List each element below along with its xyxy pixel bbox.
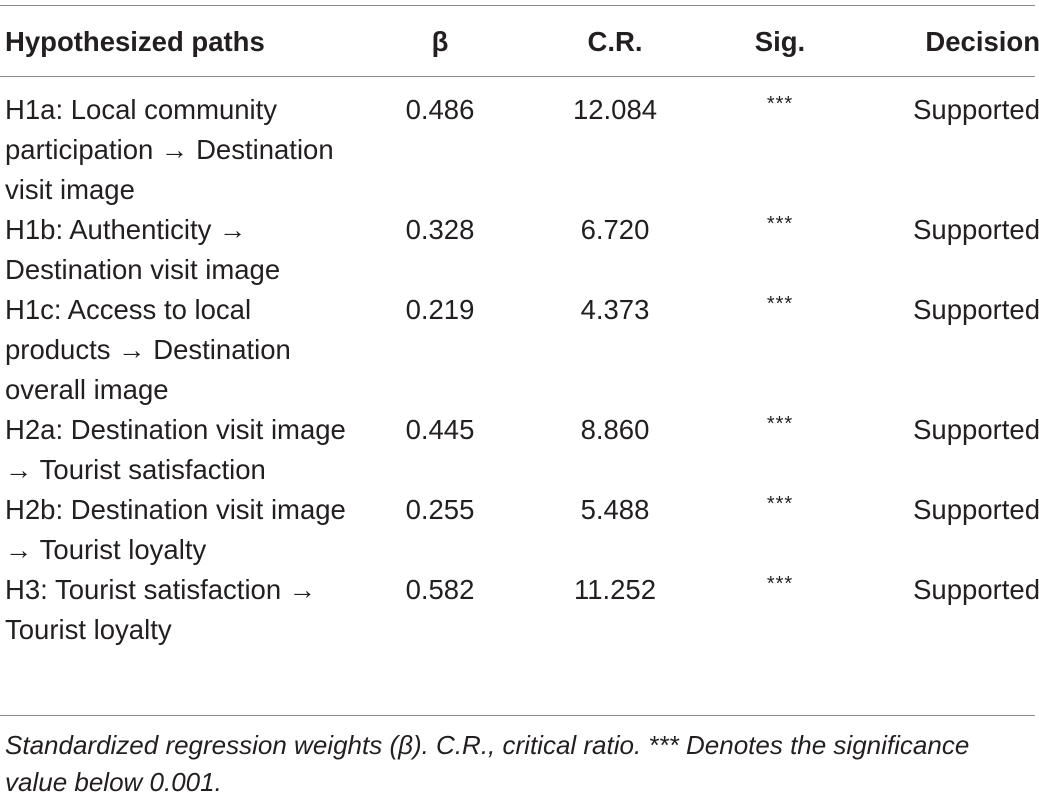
table-bottom-rule bbox=[0, 715, 1035, 716]
cr-cell: 11.252 bbox=[573, 574, 657, 605]
sig-value: *** bbox=[766, 493, 794, 515]
table-row: H3: Tourist satisfaction → Tourist loyal… bbox=[0, 570, 1039, 650]
table-header-rule bbox=[0, 76, 1035, 77]
table-row: H1c: Access to local products → Destinat… bbox=[0, 290, 1039, 410]
sig-cell: *** bbox=[700, 570, 860, 650]
sig-value: *** bbox=[766, 213, 794, 235]
table-row: H2a: Destination visit image → Tourist s… bbox=[0, 410, 1039, 490]
sig-cell: *** bbox=[700, 490, 860, 570]
sig-cell: *** bbox=[700, 76, 860, 210]
header-row: Hypothesized paths β C.R. Sig. Decision bbox=[0, 7, 1039, 76]
sig-value: *** bbox=[766, 413, 794, 435]
header-decision: Decision bbox=[925, 25, 1039, 57]
table-row: H1b: Authenticity → Destination visit im… bbox=[0, 210, 1039, 290]
table-top-rule bbox=[0, 5, 1035, 6]
beta-cell: 0.328 bbox=[405, 214, 475, 245]
path-cell: H1b: Authenticity → Destination visit im… bbox=[5, 214, 281, 285]
beta-cell: 0.219 bbox=[405, 294, 475, 325]
beta-cell: 0.445 bbox=[405, 414, 475, 445]
path-cell: H2a: Destination visit image → Tourist s… bbox=[5, 414, 346, 485]
cr-cell: 6.720 bbox=[580, 214, 650, 245]
decision-cell: Supported bbox=[913, 214, 1039, 245]
path-cell: H3: Tourist satisfaction → Tourist loyal… bbox=[5, 574, 317, 645]
cr-cell: 4.373 bbox=[580, 294, 650, 325]
sig-cell: *** bbox=[700, 290, 860, 410]
header-beta: β bbox=[431, 25, 449, 57]
sig-cell: *** bbox=[700, 410, 860, 490]
cr-cell: 12.084 bbox=[572, 94, 658, 125]
beta-cell: 0.486 bbox=[405, 94, 475, 125]
sig-value: *** bbox=[766, 573, 794, 595]
sig-cell: *** bbox=[700, 210, 860, 290]
table-row: H2b: Destination visit image → Tourist l… bbox=[0, 490, 1039, 570]
decision-cell: Supported bbox=[913, 414, 1039, 445]
decision-cell: Supported bbox=[913, 574, 1039, 605]
table-header: Hypothesized paths β C.R. Sig. Decision bbox=[0, 7, 1039, 76]
table-footnote: Standardized regression weights (β). C.R… bbox=[5, 730, 970, 797]
table-row: H1a: Local community participation → Des… bbox=[0, 76, 1039, 210]
sig-value: *** bbox=[766, 293, 794, 315]
cr-cell: 8.860 bbox=[580, 414, 650, 445]
header-hypothesized-paths: Hypothesized paths bbox=[5, 25, 265, 57]
header-significance: Sig. bbox=[754, 25, 806, 57]
sig-value: *** bbox=[766, 93, 794, 115]
decision-cell: Supported bbox=[913, 294, 1039, 325]
beta-cell: 0.582 bbox=[405, 574, 475, 605]
beta-cell: 0.255 bbox=[405, 494, 475, 525]
path-cell: H1a: Local community participation → Des… bbox=[5, 94, 334, 205]
hypothesis-results-table: Hypothesized paths β C.R. Sig. Decision … bbox=[0, 7, 1039, 650]
header-critical-ratio: C.R. bbox=[587, 25, 643, 57]
path-cell: H1c: Access to local products → Destinat… bbox=[5, 294, 291, 405]
table-body: H1a: Local community participation → Des… bbox=[0, 76, 1039, 650]
decision-cell: Supported bbox=[913, 494, 1039, 525]
cr-cell: 5.488 bbox=[580, 494, 650, 525]
decision-cell: Supported bbox=[913, 94, 1039, 125]
path-cell: H2b: Destination visit image → Tourist l… bbox=[5, 494, 346, 565]
